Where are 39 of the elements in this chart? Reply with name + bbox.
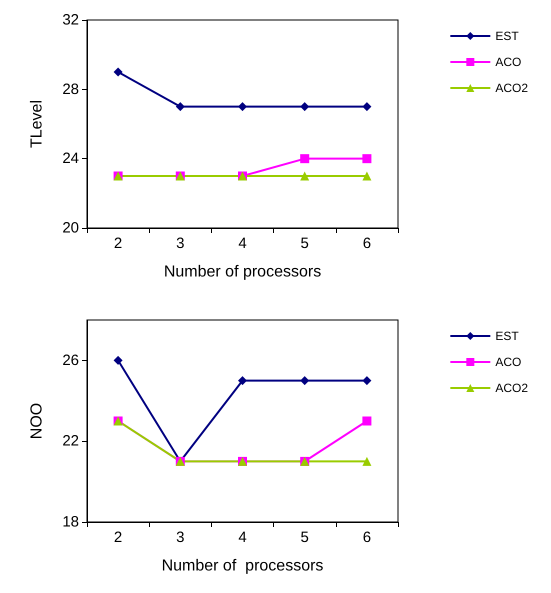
x-tick-label: 4: [238, 529, 247, 546]
point: [362, 416, 372, 426]
legend-label: ACO: [495, 355, 522, 369]
x-tick-label: 4: [238, 235, 247, 252]
point: [362, 154, 372, 164]
x-axis-title: Number of processors: [162, 558, 324, 574]
x-tick-label: 2: [114, 529, 122, 546]
legend-label: ACO: [495, 55, 522, 69]
point: [300, 376, 310, 386]
point: [238, 102, 247, 112]
point: [238, 376, 247, 386]
point: [362, 102, 372, 112]
y-tick-label: 28: [62, 80, 79, 98]
point: [300, 154, 310, 164]
point: [114, 356, 123, 365]
x-tick-label: 6: [362, 235, 372, 252]
point: [362, 376, 372, 386]
x-tick-label: 5: [300, 235, 309, 252]
y-tick-label: 22: [62, 432, 79, 450]
y-axis-title: TLevel: [28, 100, 46, 148]
x-tick-label: 3: [176, 235, 184, 252]
x-tick-label: 5: [300, 529, 309, 546]
legend-label: ACO2: [495, 381, 528, 395]
x-tick-label: 6: [362, 529, 372, 546]
legend-label: EST: [495, 329, 520, 343]
x-tick-label: 2: [114, 235, 122, 252]
y-tick-label: 24: [62, 150, 79, 168]
point: [300, 102, 310, 112]
x-axis-title: Number of processors: [164, 264, 322, 280]
y-tick-label: 26: [62, 352, 79, 369]
legend-label: ACO2: [495, 81, 528, 95]
y-tick-label: 20: [62, 220, 79, 236]
y-axis-title: NOO: [28, 402, 46, 440]
point: [176, 102, 185, 112]
point: [114, 68, 123, 76]
y-tick-label: 32: [62, 12, 79, 28]
legend-label: EST: [495, 29, 520, 43]
x-tick-label: 3: [176, 529, 184, 546]
y-tick-label: 18: [62, 514, 79, 530]
